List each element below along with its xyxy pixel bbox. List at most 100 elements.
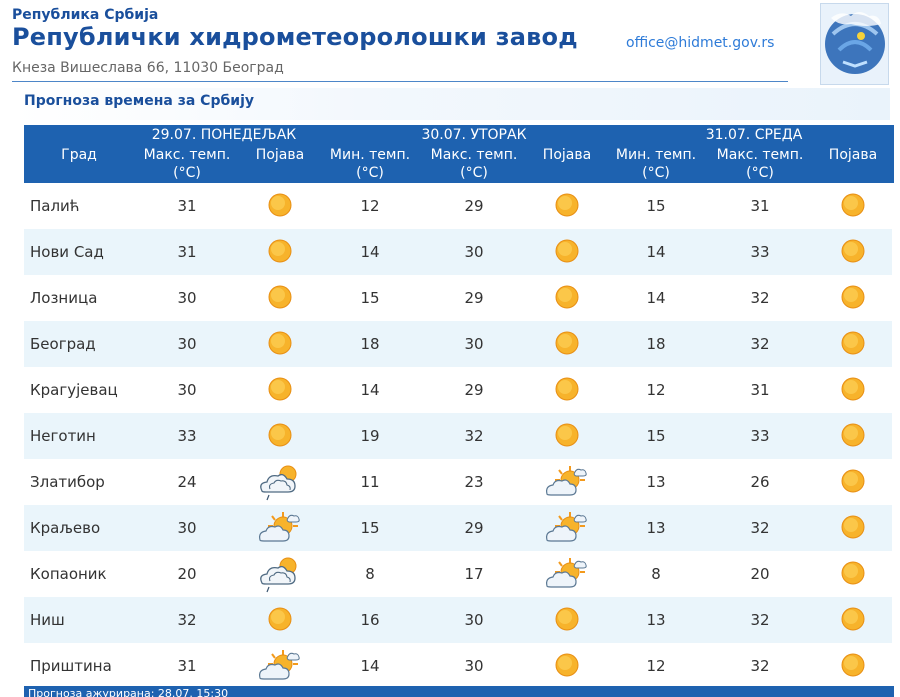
temp-value: 12 <box>646 381 666 399</box>
temp-value: 14 <box>646 289 666 307</box>
table-row: Палић 31 12 29 15 31 <box>24 183 894 229</box>
city-name[interactable]: Краљево <box>30 519 101 537</box>
col-d2-max-unit: (°C) <box>460 165 488 181</box>
city-name[interactable]: Лозница <box>30 289 98 307</box>
sun-icon <box>244 413 316 459</box>
city-name[interactable]: Златибор <box>30 473 105 491</box>
temp-value: 32 <box>750 657 770 675</box>
temp-value: 32 <box>750 611 770 629</box>
col-d1-weather: Појава <box>255 147 305 163</box>
sun-icon <box>817 321 889 367</box>
sun-icon <box>531 183 603 229</box>
address-text: Кнеза Вишеслава 66, 11030 Београд <box>12 60 284 76</box>
sun-icon <box>531 597 603 643</box>
city-name[interactable]: Приштина <box>30 657 112 675</box>
table-row: Краљево 30 15 29 13 32 <box>24 505 894 551</box>
temp-value: 30 <box>464 335 484 353</box>
temp-value: 14 <box>360 657 380 675</box>
city-name[interactable]: Ниш <box>30 611 65 629</box>
col-d2-weather: Појава <box>542 147 592 163</box>
day-header-1: 29.07. ПОНЕДЕЉАК <box>151 127 297 143</box>
row-stripe <box>24 229 892 275</box>
temp-value: 15 <box>360 289 380 307</box>
city-name[interactable]: Београд <box>30 335 96 353</box>
temp-value: 23 <box>464 473 484 491</box>
institute-title[interactable]: Републички хидрометеоролошки завод <box>12 23 578 51</box>
day-header-3: 31.07. СРЕДА <box>705 127 803 143</box>
temp-value: 12 <box>360 197 380 215</box>
city-name[interactable]: Неготин <box>30 427 96 445</box>
sun-icon <box>244 597 316 643</box>
temp-value: 31 <box>177 657 197 675</box>
col-d3-max: Макс. темп. (°C) <box>710 146 810 182</box>
temp-value: 15 <box>360 519 380 537</box>
email-link[interactable]: office@hidmet.gov.rs <box>626 35 775 51</box>
temp-value: 29 <box>464 289 484 307</box>
temp-value: 31 <box>750 381 770 399</box>
temp-value: 14 <box>646 243 666 261</box>
temp-value: 30 <box>177 335 197 353</box>
sun-cloud-icon <box>531 459 603 505</box>
sun-icon <box>817 551 889 597</box>
section-band <box>12 88 890 120</box>
col-d2-min: Мин. темп. (°C) <box>320 146 420 182</box>
temp-value: 31 <box>750 197 770 215</box>
city-name[interactable]: Нови Сад <box>30 243 104 261</box>
temp-value: 32 <box>464 427 484 445</box>
temp-value: 14 <box>360 243 380 261</box>
temp-value: 30 <box>464 243 484 261</box>
temp-value: 29 <box>464 381 484 399</box>
temp-value: 32 <box>177 611 197 629</box>
temp-value: 32 <box>750 289 770 307</box>
temp-value: 30 <box>464 611 484 629</box>
col-d3-max-label: Макс. темп. <box>716 147 804 163</box>
temp-value: 20 <box>177 565 197 583</box>
temp-value: 29 <box>464 519 484 537</box>
temp-value: 18 <box>646 335 666 353</box>
temp-value: 33 <box>750 427 770 445</box>
temp-value: 29 <box>464 197 484 215</box>
temp-value: 30 <box>177 381 197 399</box>
temp-value: 31 <box>177 197 197 215</box>
temp-value: 33 <box>177 427 197 445</box>
col-d3-max-unit: (°C) <box>746 165 774 181</box>
institute-logo[interactable] <box>820 3 889 85</box>
table-body: Палић 31 12 29 15 31 Нови Сад 31 14 30 14 33 Лозница… <box>24 183 894 689</box>
sun-icon <box>817 505 889 551</box>
table-row: Неготин 33 19 32 15 33 <box>24 413 894 459</box>
temp-value: 26 <box>750 473 770 491</box>
table-row: Београд 30 18 30 18 32 <box>24 321 894 367</box>
col-d1-max-unit: (°C) <box>173 165 201 181</box>
section-title: Прогноза времена за Србију <box>24 93 254 109</box>
table-header: 29.07. ПОНЕДЕЉАК 30.07. УТОРАК 31.07. СР… <box>24 125 894 183</box>
temp-value: 33 <box>750 243 770 261</box>
temp-value: 8 <box>365 565 375 583</box>
table-row: Крагујевац 30 14 29 12 31 <box>24 367 894 413</box>
republic-label: Република Србија <box>12 7 159 23</box>
sun-icon <box>817 643 889 689</box>
sun-icon <box>817 367 889 413</box>
sun-icon <box>817 597 889 643</box>
sun-icon <box>531 229 603 275</box>
col-d3-min-label: Мин. темп. <box>615 147 697 163</box>
sun-icon <box>244 229 316 275</box>
col-d2-min-label: Мин. темп. <box>329 147 411 163</box>
temp-value: 24 <box>177 473 197 491</box>
col-d3-weather: Појава <box>828 147 878 163</box>
city-name[interactable]: Копаоник <box>30 565 107 583</box>
temp-value: 30 <box>464 657 484 675</box>
sun-icon <box>531 643 603 689</box>
col-d2-max: Макс. темп. (°C) <box>424 146 524 182</box>
temp-value: 13 <box>646 473 666 491</box>
temp-value: 15 <box>646 427 666 445</box>
sun-icon <box>817 413 889 459</box>
temp-value: 31 <box>177 243 197 261</box>
sun-icon <box>531 413 603 459</box>
temp-value: 16 <box>360 611 380 629</box>
city-name[interactable]: Палић <box>30 197 80 215</box>
temp-value: 11 <box>360 473 380 491</box>
city-name[interactable]: Крагујевац <box>30 381 118 399</box>
temp-value: 32 <box>750 519 770 537</box>
col-d1-max: Макс. темп. (°C) <box>137 146 237 182</box>
sun-icon <box>244 183 316 229</box>
